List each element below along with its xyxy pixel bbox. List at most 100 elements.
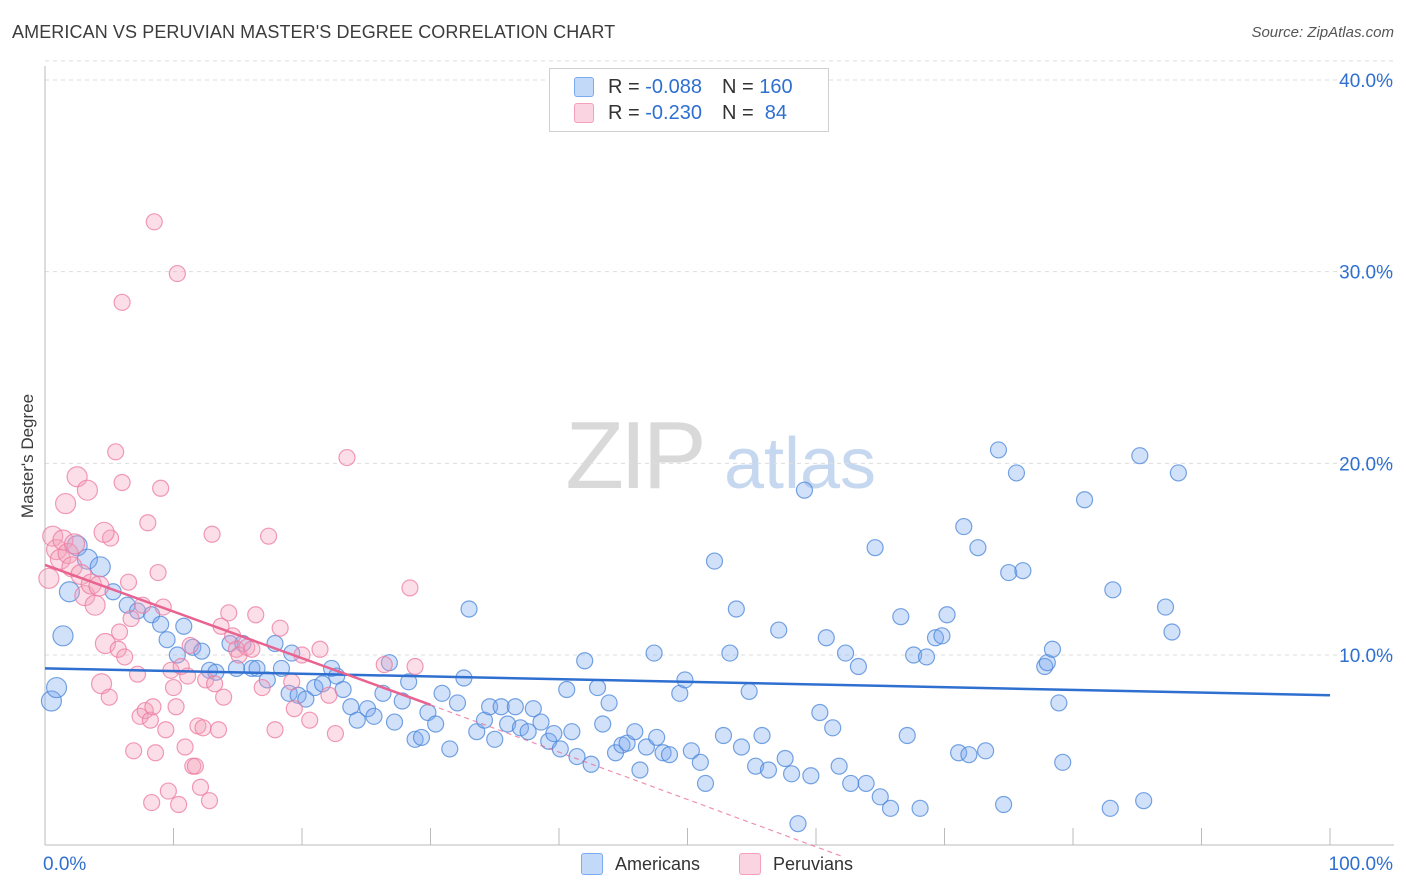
american-point xyxy=(40,690,63,712)
american-point xyxy=(811,703,829,722)
peruvian-point xyxy=(220,604,238,622)
peruvian-point xyxy=(301,711,319,729)
american-point xyxy=(911,799,929,817)
peruvian-point xyxy=(139,514,157,532)
peruvian-point xyxy=(113,293,131,311)
peruvian-point xyxy=(247,606,265,624)
peruvian-point xyxy=(283,673,301,691)
peruvian-point xyxy=(107,443,125,461)
american-point xyxy=(152,615,170,633)
american-point xyxy=(795,481,814,499)
american-point xyxy=(776,749,794,768)
american-point xyxy=(654,744,672,762)
source-label: Source: ZipAtlas.com xyxy=(1251,24,1394,41)
american-point xyxy=(933,627,951,645)
peruvian-trend-line xyxy=(44,563,431,707)
peruvian-point xyxy=(167,698,185,716)
peruvian-point xyxy=(186,757,204,775)
peruvian-point xyxy=(338,448,356,467)
peruvian-point xyxy=(146,744,165,762)
american-point xyxy=(789,815,807,833)
american-point xyxy=(1131,447,1149,465)
american-point xyxy=(770,621,788,639)
american-point xyxy=(836,644,855,662)
american-point xyxy=(721,644,739,662)
peruvian-point xyxy=(259,527,278,545)
american-point xyxy=(782,765,801,783)
peruvian-point xyxy=(243,640,261,658)
american-point xyxy=(519,723,537,741)
watermark-atlas: atlas xyxy=(724,424,876,504)
x-tick-label: 0.0% xyxy=(43,854,86,875)
legend-n-label: N = xyxy=(721,75,760,98)
y-tick-label: 40.0% xyxy=(1339,71,1393,92)
american-point xyxy=(917,648,936,666)
american-point xyxy=(532,713,550,731)
american-point xyxy=(1169,464,1187,482)
legend-item-peruvians: Peruvians xyxy=(739,852,853,876)
peruvian-point xyxy=(311,640,329,658)
legend-r-label: R = xyxy=(608,101,646,124)
american-point xyxy=(588,678,607,697)
peruvian-point xyxy=(144,698,162,716)
peruvian-point xyxy=(122,609,140,628)
peruvian-point xyxy=(271,619,289,637)
american-point xyxy=(524,700,542,718)
peruvian-point xyxy=(38,567,60,589)
peruvian-point xyxy=(194,719,212,737)
peruvian-point xyxy=(320,686,338,704)
peruvian-trend-extension xyxy=(430,704,842,857)
american-point xyxy=(545,724,563,743)
x-tick-labels: 0.0% 100.0% xyxy=(43,854,1393,875)
legend-label-peruvians: Peruvians xyxy=(773,853,854,874)
peruvian-point xyxy=(149,563,167,582)
peruvian-point xyxy=(159,782,177,800)
peruvian-point xyxy=(406,657,424,676)
american-point xyxy=(817,629,835,647)
peruvian-point xyxy=(401,579,419,597)
american-point xyxy=(842,774,860,793)
american-point xyxy=(696,774,715,793)
american-point xyxy=(802,767,820,785)
y-tick-labels: 10.0% 20.0% 30.0% 40.0% xyxy=(1339,71,1393,667)
american-point xyxy=(306,678,324,697)
american-point xyxy=(1163,623,1181,641)
american-point xyxy=(348,711,366,729)
american-point xyxy=(1007,464,1026,482)
peruvian-point xyxy=(116,648,134,666)
american-point xyxy=(955,517,973,536)
american-point xyxy=(576,652,594,670)
american-point xyxy=(385,713,404,731)
american-point xyxy=(551,740,569,758)
american-point xyxy=(705,552,724,570)
peruvian-point xyxy=(206,675,224,693)
american-point xyxy=(1014,562,1032,580)
american-point xyxy=(830,757,848,775)
american-point xyxy=(184,638,202,656)
american-point xyxy=(631,761,649,779)
peruvian-point xyxy=(203,525,221,543)
legend-item-americans: Americans xyxy=(581,852,700,876)
american-point xyxy=(1135,792,1153,810)
american-point xyxy=(1101,799,1119,817)
legend-swatch-peruvians xyxy=(739,853,761,875)
peruvian-point xyxy=(143,793,161,812)
peruvian-point xyxy=(266,721,284,739)
american-point xyxy=(506,698,524,716)
american-point xyxy=(1050,694,1068,712)
american-point xyxy=(824,719,842,737)
peruvian-point xyxy=(145,213,163,231)
legend-r-value: -0.088 xyxy=(645,75,702,98)
american-point xyxy=(400,673,418,691)
chart-title: AMERICAN VS PERUVIAN MASTER'S DEGREE COR… xyxy=(12,22,616,42)
legend-swatch-peruvians xyxy=(574,103,594,123)
american-point xyxy=(898,726,916,745)
american-point xyxy=(926,629,945,647)
american-point xyxy=(460,600,478,618)
american-trend-line xyxy=(44,667,1331,697)
american-point xyxy=(558,680,576,699)
x-tick-label: 100.0% xyxy=(1329,854,1394,875)
american-point xyxy=(740,682,758,701)
legend-n-value: 160 xyxy=(759,75,793,98)
american-point xyxy=(1075,491,1094,509)
